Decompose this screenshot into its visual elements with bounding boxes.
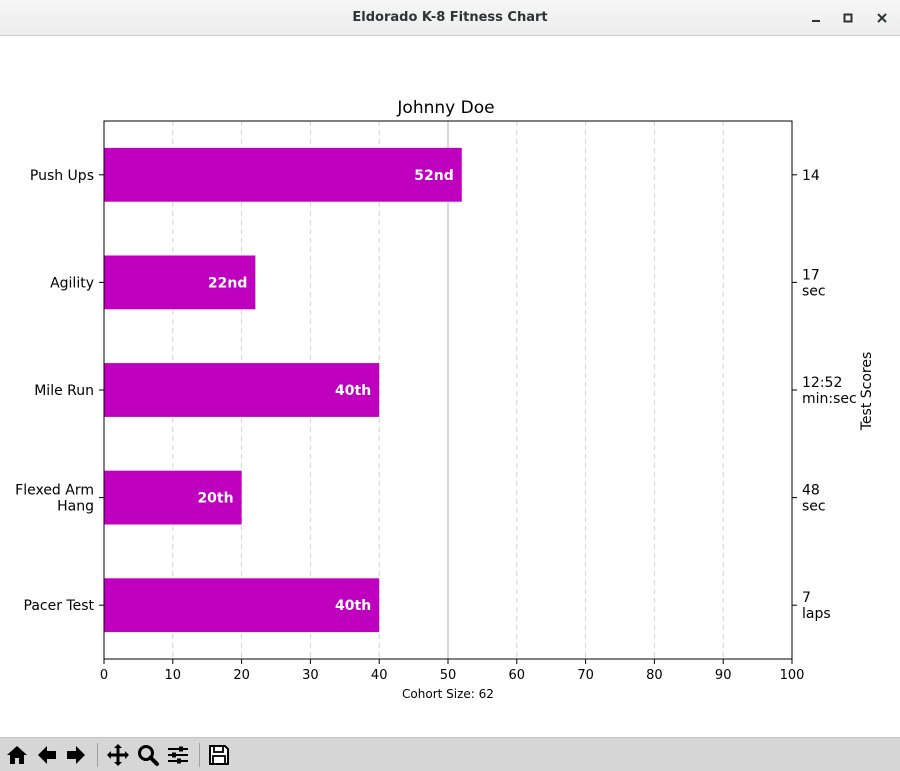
- category-label: Pacer Test: [24, 598, 95, 614]
- bar: [104, 147, 462, 202]
- bar: [104, 578, 380, 633]
- rank-label: 52nd: [414, 168, 453, 184]
- score-label: 17 sec: [802, 267, 826, 299]
- x-tick-label: 100: [780, 668, 805, 683]
- maximize-icon: [843, 13, 853, 23]
- chart-title: Johnny Doe: [396, 98, 494, 118]
- fitness-chart: Johnny Doe Cohort Size: 62 Test Scores 4…: [15, 98, 875, 701]
- close-icon: [877, 13, 887, 23]
- rank-label: 20th: [197, 491, 233, 507]
- score-label: 48 sec: [802, 483, 826, 515]
- x-tick-label: 70: [577, 668, 594, 683]
- minimize-button[interactable]: [804, 6, 828, 30]
- x-tick-label: 10: [165, 668, 182, 683]
- x-axis-label: Cohort Size: 62: [402, 687, 494, 701]
- x-tick-label: 20: [233, 668, 250, 683]
- forward-icon: [67, 746, 85, 764]
- category-label: Push Ups: [30, 168, 94, 184]
- right-axis-label: Test Scores: [859, 352, 875, 432]
- configure-subplots-button[interactable]: [164, 741, 192, 769]
- home-icon: [7, 746, 27, 764]
- score-label: 14: [802, 168, 820, 184]
- back-button[interactable]: [33, 741, 61, 769]
- x-tick-label: 60: [509, 668, 526, 683]
- score-label: 7 laps: [802, 590, 831, 622]
- pan-button[interactable]: [104, 741, 132, 769]
- save-icon: [209, 745, 229, 765]
- x-tick-label: 50: [440, 668, 457, 683]
- rank-label: 40th: [335, 383, 371, 399]
- rank-label: 40th: [335, 598, 371, 614]
- window-titlebar: Eldorado K-8 Fitness Chart: [0, 0, 900, 36]
- category-label: Agility: [50, 275, 94, 291]
- category-label: Flexed Arm Hang: [15, 483, 94, 515]
- forward-button[interactable]: [62, 741, 90, 769]
- x-tick-label: 40: [371, 668, 388, 683]
- toolbar-separator: [97, 743, 98, 767]
- zoom-button[interactable]: [134, 741, 162, 769]
- maximize-button[interactable]: [836, 6, 860, 30]
- window-title: Eldorado K-8 Fitness Chart: [352, 10, 548, 25]
- close-button[interactable]: [870, 6, 894, 30]
- zoom-icon: [138, 745, 159, 766]
- bar: [104, 470, 242, 525]
- figure-canvas[interactable]: Johnny Doe Cohort Size: 62 Test Scores 4…: [0, 37, 900, 737]
- x-tick-label: 80: [646, 668, 663, 683]
- home-button[interactable]: [3, 741, 31, 769]
- pan-icon: [107, 744, 129, 766]
- back-icon: [38, 746, 56, 764]
- bar: [104, 255, 256, 310]
- score-label: 12:52 min:sec: [802, 375, 857, 407]
- category-label: Mile Run: [34, 383, 94, 399]
- x-tick-label: 0: [100, 668, 108, 683]
- toolbar-separator: [199, 743, 200, 767]
- configure-subplots-icon: [168, 746, 188, 764]
- rank-label: 22nd: [208, 275, 247, 291]
- navigation-toolbar: [0, 737, 900, 771]
- minimize-icon: [812, 20, 820, 22]
- x-tick-label: 90: [715, 668, 732, 683]
- save-button[interactable]: [205, 741, 233, 769]
- bar: [104, 363, 380, 417]
- x-tick-label: 30: [302, 668, 319, 683]
